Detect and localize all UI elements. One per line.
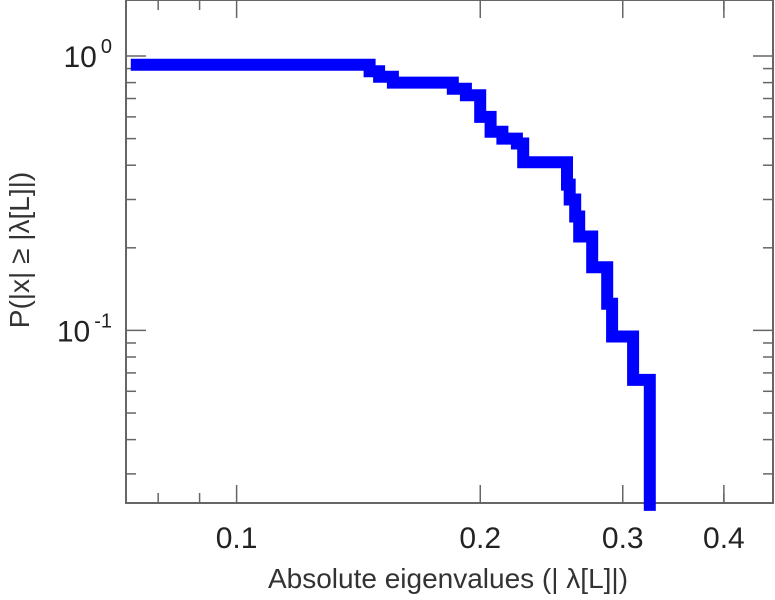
y-axis-title: P(|x| ≥ |λ[L]|) bbox=[4, 172, 35, 328]
plot-frame bbox=[125, 0, 774, 504]
x-tick-labels: 0.1 0.2 0.3 0.4 bbox=[216, 522, 745, 555]
x-tick-label: 0.2 bbox=[459, 522, 501, 555]
series-layer bbox=[130, 58, 656, 511]
y-tick-label: 10 -1 bbox=[57, 310, 112, 348]
major-ticks bbox=[126, 0, 773, 503]
series-step-line bbox=[130, 58, 656, 511]
x-tick-label: 0.1 bbox=[216, 522, 258, 555]
y-tick-label: 10 0 bbox=[64, 36, 113, 74]
x-axis-title: Absolute eigenvalues (| λ[L]|) bbox=[268, 563, 628, 594]
x-tick-label: 0.3 bbox=[602, 522, 644, 555]
minor-ticks bbox=[126, 0, 773, 503]
x-tick-label: 0.4 bbox=[703, 522, 745, 555]
